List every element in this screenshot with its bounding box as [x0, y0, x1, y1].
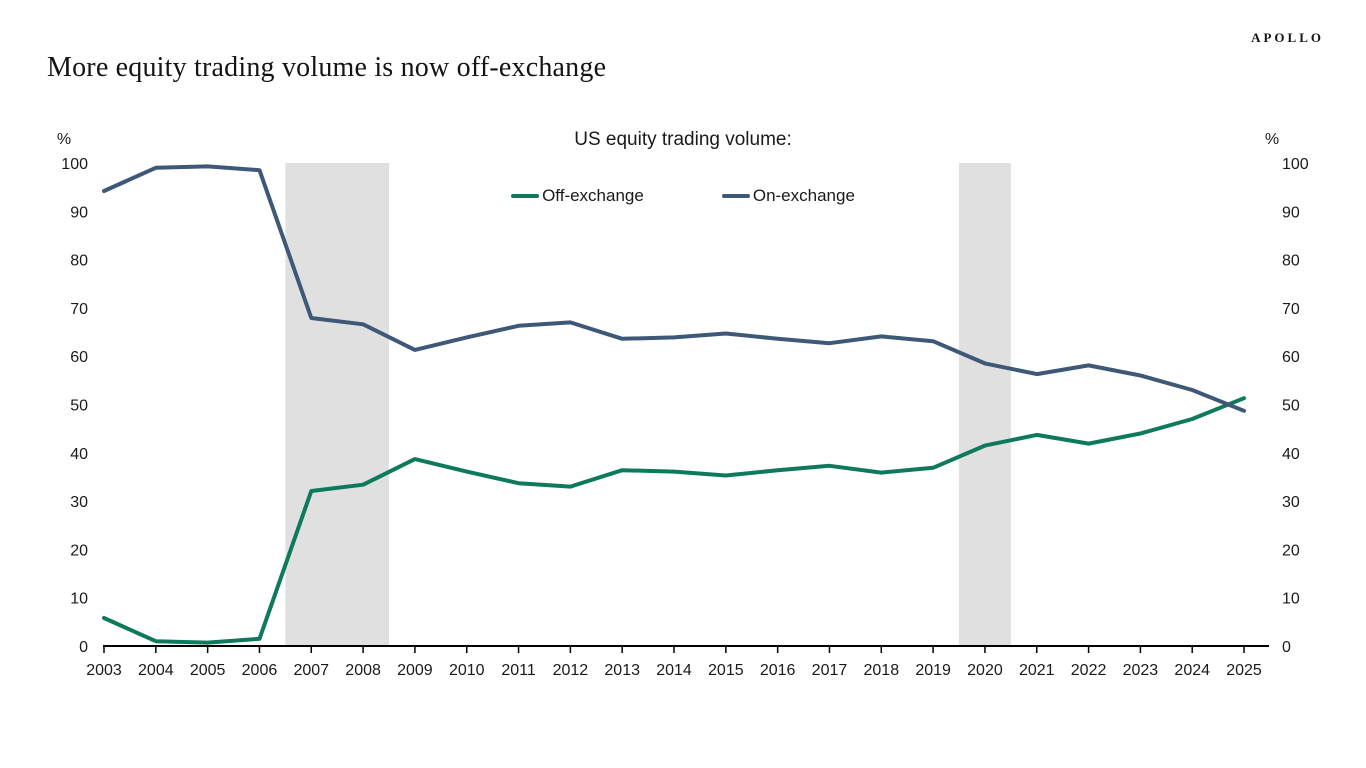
y-axis-tick-label-left: 90: [70, 204, 88, 221]
x-axis-tick-label: 2005: [190, 662, 226, 679]
y-axis-tick-label-left: 80: [70, 253, 88, 270]
brand-logo: APOLLO: [1251, 30, 1324, 45]
x-axis-tick-label: 2015: [708, 662, 744, 679]
recession-shading-band: [285, 163, 390, 646]
legend-label-off-exchange: Off-exchange: [542, 186, 644, 205]
y-axis-tick-label-right: 40: [1282, 446, 1300, 463]
y-axis-tick-label-right: 50: [1282, 398, 1300, 415]
x-axis-tick-label: 2012: [553, 662, 589, 679]
y-axis-tick-label-right: 20: [1282, 542, 1300, 559]
x-axis-tick-label: 2022: [1071, 662, 1107, 679]
legend-label-on-exchange: On-exchange: [752, 186, 855, 205]
y-axis-tick-label-left: 30: [70, 494, 88, 511]
on-exchange-line: [102, 164, 1246, 413]
on-exchange-line-swatch-icon: [721, 194, 750, 198]
chart-legend: Off-exchange On-exchange: [0, 186, 1366, 206]
y-axis-tick-label-right: 70: [1282, 301, 1300, 318]
y-axis-tick-label-left: 100: [61, 156, 88, 173]
x-axis-tick-label: 2006: [242, 662, 278, 679]
page-title: More equity trading volume is now off-ex…: [47, 52, 607, 83]
y-axis-tick-label-right: 0: [1282, 639, 1291, 656]
y-axis-tick-label-right: 30: [1282, 494, 1300, 511]
y-axis-unit-right: %: [1265, 131, 1279, 148]
x-axis-tick-label: 2025: [1226, 662, 1262, 679]
x-axis-tick-label: 2003: [86, 662, 122, 679]
y-axis-tick-label-left: 60: [70, 349, 88, 366]
recession-shading-band: [959, 163, 1011, 646]
y-axis-tick-label-left: 0: [79, 639, 88, 656]
x-axis-tick-label: 2021: [1019, 662, 1055, 679]
y-axis-unit-left: %: [57, 131, 71, 148]
x-axis-tick-label: 2010: [449, 662, 485, 679]
chart-title: US equity trading volume:: [574, 129, 792, 150]
legend-item-on-exchange: On-exchange: [721, 186, 855, 206]
y-axis-tick-label-right: 10: [1282, 591, 1300, 608]
y-axis-tick-label-right: 60: [1282, 349, 1300, 366]
y-axis-tick-label-left: 50: [70, 398, 88, 415]
x-axis-tick-label: 2023: [1123, 662, 1159, 679]
x-axis-tick-label: 2007: [293, 662, 329, 679]
x-axis-tick-label: 2016: [760, 662, 796, 679]
y-axis-tick-label-left: 70: [70, 301, 88, 318]
x-axis-tick-label: 2008: [345, 662, 381, 679]
y-axis-tick-label-right: 90: [1282, 204, 1300, 221]
x-axis-tick-label: 2013: [604, 662, 640, 679]
x-axis-tick-label: 2014: [656, 662, 692, 679]
x-axis-tick-label: 2020: [967, 662, 1003, 679]
x-axis-tick-label: 2011: [501, 662, 536, 679]
y-axis-tick-label-left: 20: [70, 542, 88, 559]
y-axis-tick-label-right: 100: [1282, 156, 1309, 173]
off-exchange-line-swatch-icon: [511, 194, 540, 198]
x-axis-tick-label: 2024: [1174, 662, 1210, 679]
y-axis-tick-label-left: 10: [70, 591, 88, 608]
y-axis-tick-label-left: 40: [70, 446, 88, 463]
legend-item-off-exchange: Off-exchange: [511, 186, 644, 206]
off-exchange-line: [102, 396, 1246, 645]
x-axis-tick-label: 2018: [864, 662, 900, 679]
x-axis-tick-label: 2009: [397, 662, 433, 679]
x-axis-tick-label: 2019: [915, 662, 951, 679]
x-axis-tick-label: 2004: [138, 662, 174, 679]
y-axis-tick-label-right: 80: [1282, 253, 1300, 270]
x-axis-tick-label: 2017: [812, 662, 848, 679]
